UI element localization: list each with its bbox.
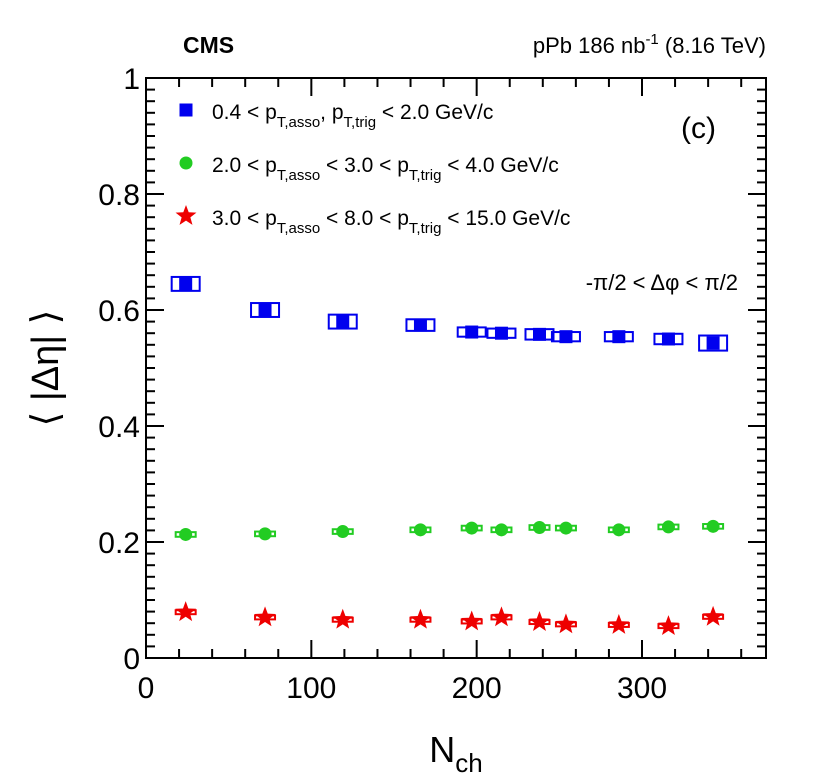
syst-box [250,302,281,318]
legend-text: < 3.0 < p [320,154,409,177]
data-point [706,519,720,533]
experiment-label: CMS [183,32,234,58]
data-point [532,327,546,341]
y-tick-label: 0.2 [98,527,140,560]
data-point [661,332,675,346]
data-point [612,523,626,537]
syst-box [327,313,358,330]
data-point [413,318,427,332]
data-point [413,523,427,537]
legend-label-1: 0.4 < pT,asso, pT,trig < 2.0 GeV/c [212,101,493,131]
data-point [336,315,350,329]
legend-text: < 15.0 GeV/c [441,207,570,230]
syst-box [698,334,729,352]
data-point [559,330,573,344]
x-axis-title-sub: ch [455,748,482,778]
legend-subscript: T,asso [277,114,320,131]
legend-text: , p [320,101,343,124]
data-point [461,610,483,631]
data-point [258,527,272,541]
data-point [612,330,626,344]
data-point [559,521,573,535]
legend-subscript: T,asso [277,167,320,184]
data-point [465,325,479,339]
x-axis-title: Nch [429,729,482,778]
y-tick-label: 0 [123,643,140,676]
data-point [529,611,550,631]
legend-marker-2 [179,156,193,170]
collision-info: pPb 186 nb-1 (8.16 TeV) [533,31,766,58]
legend-text: 2.0 < p [212,154,277,177]
data-point [494,523,508,537]
data-point [532,521,546,534]
data-point [491,606,512,627]
data-point [702,605,724,626]
axes: 0 100 200 300 0 0.2 0.4 0.6 0.8 1 [98,63,766,705]
energy-label: (8.16 TeV) [659,33,766,58]
legend-marker-3 [175,205,197,225]
legend-text: < 8.0 < p [320,207,409,230]
legend-subscript: T,trig [409,220,442,237]
data-point [254,606,276,627]
data-point [465,521,479,535]
data-point [332,608,354,629]
series-2 [174,519,725,541]
y-tick-label: 1 [123,63,140,96]
data-point [657,615,679,635]
x-axis-title-main: N [429,729,455,770]
data-point [258,303,272,317]
data-point [494,326,508,340]
legend-text: < 2.0 GeV/c [376,101,493,124]
data-point [661,520,675,534]
data-point [179,527,193,541]
x-tick-label: 100 [286,672,336,705]
phi-range-annotation: -π/2 < Δφ < π/2 [586,270,738,295]
x-tick-label: 300 [617,672,667,705]
syst-box [170,275,201,292]
legend-subscript: T,trig [409,167,442,184]
y-tick-label: 0.8 [98,179,140,212]
legend-label-2: 2.0 < pT,asso < 3.0 < pT,trig < 4.0 GeV/… [212,154,559,184]
legend-text: < 4.0 GeV/c [441,154,558,177]
y-tick-label: 0.4 [98,411,140,444]
data-point [706,336,720,350]
lumi-exponent: -1 [645,31,658,48]
panel-label: (c) [681,112,716,145]
legend: 0.4 < pT,asso, pT,trig < 2.0 GeV/c2.0 < … [175,101,570,237]
legend-text: 0.4 < p [212,101,277,124]
series-1 [170,275,729,352]
data-point [336,525,350,539]
x-tick-label: 0 [138,672,155,705]
series-3 [174,601,725,635]
data-point [555,613,577,634]
legend-subscript: T,asso [277,220,320,237]
data-point [608,613,630,634]
data-point [179,277,193,291]
series-layer [170,275,729,635]
x-tick-label: 200 [452,672,502,705]
y-axis-title: ⟨ |Δη| ⟩ [25,309,67,426]
legend-text: 3.0 < p [212,207,277,230]
data-point [409,608,431,629]
legend-subscript: T,trig [344,114,377,131]
collision-label: pPb 186 nb [533,33,646,58]
legend-marker-1 [179,103,193,117]
legend-label-3: 3.0 < pT,asso < 8.0 < pT,trig < 15.0 GeV… [212,207,570,237]
data-point [175,601,197,622]
y-tick-label: 0.6 [98,295,140,328]
